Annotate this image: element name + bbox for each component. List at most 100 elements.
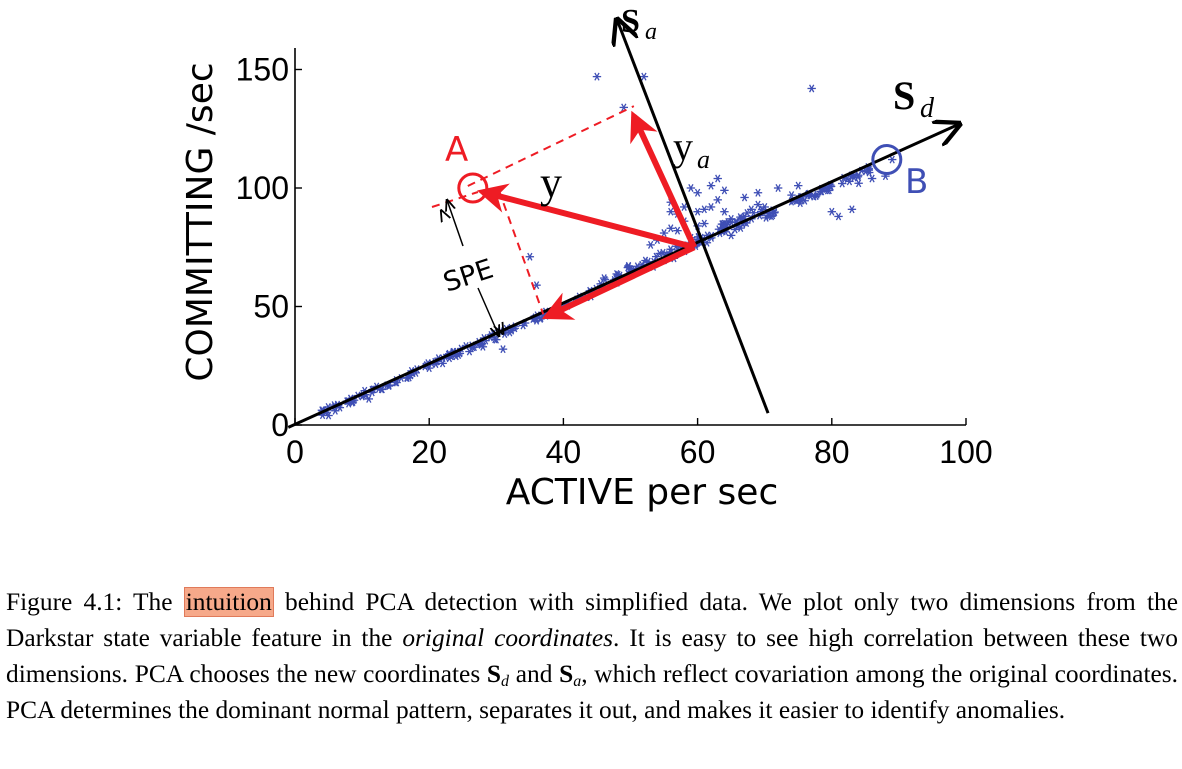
caption-highlighted-word: intuition xyxy=(183,587,274,617)
data-point-stroke xyxy=(732,225,738,234)
caption-text-3: , which reflect covariation among the or… xyxy=(6,660,1178,724)
data-point-stroke xyxy=(849,205,855,214)
label-b: B xyxy=(905,162,928,202)
data-point-stroke xyxy=(762,202,768,211)
data-point xyxy=(726,231,736,240)
data-point-stroke xyxy=(653,252,659,261)
data-point-stroke xyxy=(866,168,872,177)
x-tick-label: 100 xyxy=(939,434,992,470)
data-point xyxy=(646,240,655,249)
data-point xyxy=(438,359,447,368)
data-point-stroke xyxy=(406,373,412,382)
data-point xyxy=(478,342,488,351)
data-point-stroke xyxy=(721,207,728,216)
data-point xyxy=(760,202,769,211)
spe-arrow-lower xyxy=(477,287,499,336)
x-tick-label: 40 xyxy=(546,434,582,470)
data-point-stroke xyxy=(642,256,649,265)
data-point xyxy=(811,192,821,201)
y-tick-label: 150 xyxy=(236,52,289,88)
data-point-stroke xyxy=(446,354,453,363)
label-ya-sub: a xyxy=(697,145,710,174)
data-point xyxy=(867,174,877,183)
data-point-stroke xyxy=(694,207,701,216)
data-point-stroke xyxy=(813,192,819,201)
data-point-stroke xyxy=(480,342,486,351)
data-point xyxy=(525,252,535,261)
data-point-stroke xyxy=(704,238,710,247)
data-point xyxy=(753,188,763,197)
vector-ya xyxy=(630,110,697,249)
data-point xyxy=(827,207,836,216)
data-point-stroke xyxy=(533,281,540,290)
data-point-stroke xyxy=(625,263,631,272)
data-point-stroke xyxy=(788,191,795,200)
y-tick-label: 50 xyxy=(253,289,289,325)
sd-axis-line xyxy=(287,124,959,429)
data-point-stroke xyxy=(647,240,654,249)
data-point xyxy=(720,207,729,216)
data-point xyxy=(887,155,897,164)
data-point xyxy=(700,205,709,214)
x-tick-label: 0 xyxy=(286,434,304,470)
data-point xyxy=(713,174,722,183)
data-point-stroke xyxy=(768,212,775,221)
data-point-stroke xyxy=(602,275,608,284)
data-point xyxy=(324,411,333,420)
label-sd-sub: d xyxy=(920,93,935,124)
x-tick-label: 60 xyxy=(680,434,716,470)
y-tick-label: 0 xyxy=(271,407,289,443)
caption-text-1: behind PCA detection with simplified dat… xyxy=(6,588,1178,652)
data-point xyxy=(849,173,859,182)
data-point-stroke xyxy=(728,218,735,227)
data-point xyxy=(700,219,709,228)
x-tick-label: 20 xyxy=(411,434,447,470)
data-point xyxy=(736,213,745,222)
data-point-stroke xyxy=(426,364,432,373)
data-point-stroke xyxy=(527,252,533,261)
spe-arrow-upper xyxy=(447,200,464,247)
data-point xyxy=(465,347,474,356)
data-point-stroke xyxy=(748,205,754,214)
vector-projection-d xyxy=(541,244,696,320)
caption-symbol-sa: S xyxy=(559,660,574,688)
data-point xyxy=(773,184,783,192)
data-point-stroke xyxy=(688,184,694,192)
data-point xyxy=(753,200,763,209)
data-point-stroke xyxy=(835,212,842,221)
data-point xyxy=(720,186,729,195)
vector-y xyxy=(477,183,696,251)
x-axis-label: ACTIVE per sec xyxy=(506,472,779,513)
data-point-stroke xyxy=(466,347,473,356)
data-points xyxy=(317,72,897,420)
data-point-stroke xyxy=(755,200,761,209)
data-point-stroke xyxy=(839,179,845,188)
data-point xyxy=(505,328,514,337)
data-point xyxy=(679,202,689,211)
data-point-stroke xyxy=(728,214,734,223)
data-point-stroke xyxy=(715,195,721,204)
label-a: A xyxy=(445,130,468,170)
data-point xyxy=(747,205,756,214)
data-point xyxy=(706,181,716,190)
data-point xyxy=(666,207,675,216)
data-point xyxy=(740,193,749,202)
data-point-stroke xyxy=(701,219,707,228)
ticks: 0 20 40 60 80 100 0 50 100 150 xyxy=(236,52,993,471)
data-point-stroke xyxy=(366,394,372,403)
data-point xyxy=(847,205,857,214)
data-point xyxy=(532,316,541,325)
data-point xyxy=(726,214,736,223)
data-point-stroke xyxy=(795,181,801,190)
data-point xyxy=(666,224,675,233)
data-point-stroke xyxy=(681,202,687,211)
data-point-stroke xyxy=(741,212,748,221)
caption-symbol-sd-sub: d xyxy=(501,673,510,690)
data-point-stroke xyxy=(660,248,666,257)
data-point xyxy=(706,202,716,211)
data-point-stroke xyxy=(346,399,352,408)
data-point xyxy=(720,219,729,228)
label-spe: SPE xyxy=(440,254,498,299)
